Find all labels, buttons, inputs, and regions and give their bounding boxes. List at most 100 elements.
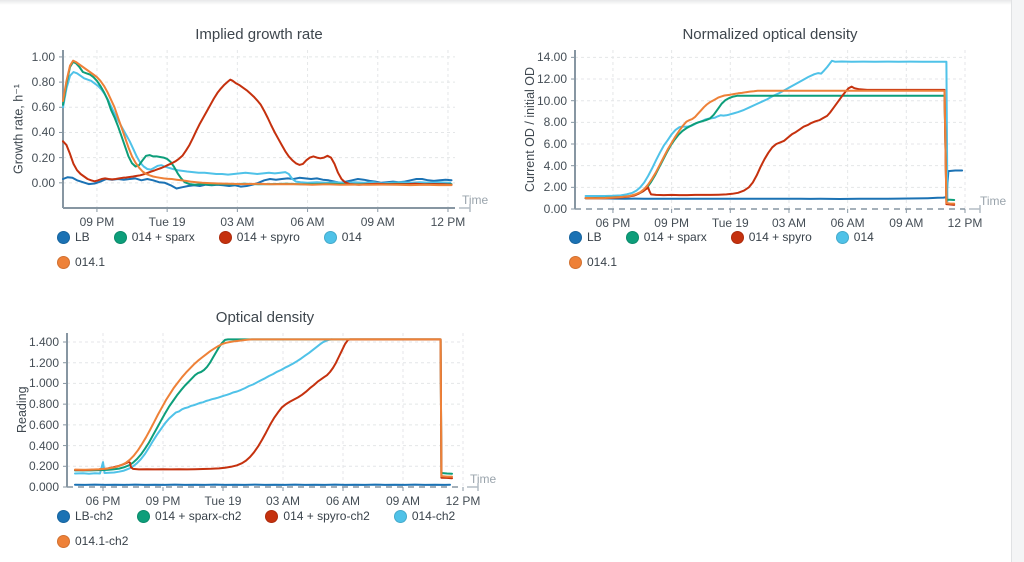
legend-label: 014 + spyro (748, 230, 812, 244)
series-swatch (137, 509, 151, 523)
x-tick-label: 09 PM (79, 215, 115, 229)
legend-row: 014.1-ch2 (57, 534, 479, 548)
x-tick-label: Tue 19 (148, 215, 186, 229)
legend-item-014-1[interactable]: 014.1 (57, 255, 105, 269)
x-tick-label: 06 PM (595, 216, 631, 230)
x-tick-label: 09 AM (360, 215, 395, 229)
series-line-LB (584, 169, 964, 200)
y-axis-title-reading: Reading (15, 386, 29, 434)
legend-row: 014.1 (569, 255, 898, 269)
y-tick-label: 0.20 (31, 150, 55, 165)
legend-label: LB (587, 230, 602, 244)
y-tick-label: 0.80 (31, 75, 55, 90)
legend-label: LB (75, 230, 90, 244)
x-axis-title-time-1: Time (462, 193, 489, 207)
y-tick-label: 0.40 (31, 125, 55, 140)
legend-item-014-sparx[interactable]: 014 + sparx (113, 230, 195, 244)
x-tick-label: 12 PM (947, 216, 983, 230)
x-axis-title-time-3: Time (470, 472, 497, 486)
x-axis-title-time-2: Time (980, 194, 1007, 208)
legend-item-014[interactable]: 014 (835, 230, 874, 244)
legend-row: 014.1 (57, 255, 386, 269)
series-swatch (57, 230, 70, 244)
y-tick-label: 10.00 (536, 93, 567, 108)
legend-item-014-sparx-ch2[interactable]: 014 + sparx-ch2 (137, 509, 241, 523)
series-swatch (569, 255, 582, 269)
series-line-014-1 (584, 89, 956, 205)
chart-title-normalized-od: Normalized optical density (682, 26, 858, 43)
y-tick-label: 0.600 (28, 417, 59, 432)
legend-label: 014.1 (75, 255, 106, 269)
x-tick-label: Tue 19 (204, 494, 242, 508)
x-tick-label: 03 AM (771, 216, 806, 230)
x-tick-label: 06 AM (325, 494, 361, 508)
y-tick-label: 0.00 (31, 175, 55, 190)
series-line-014-spyro-ch2 (74, 338, 453, 480)
legend-label: 014 + spyro (236, 230, 300, 244)
y-tick-label: 8.00 (543, 115, 567, 130)
legend-label: 014.1 (587, 255, 618, 269)
chart-title-optical-density: Optical density (215, 309, 315, 326)
y-tick-label: 0.800 (28, 397, 59, 412)
legend-label: 014 + sparx (643, 230, 707, 244)
legend-label: 014 + sparx (131, 230, 195, 244)
series-swatch (113, 230, 127, 244)
chart-optical-density (63, 333, 479, 491)
legend-item-lb[interactable]: LB (57, 230, 90, 244)
series-line-014-ch2 (74, 338, 333, 475)
legend-item-014-sparx[interactable]: 014 + sparx (625, 230, 707, 244)
y-tick-label: 1.00 (31, 49, 55, 64)
series-swatch (569, 230, 582, 244)
x-tick-label: 06 PM (85, 494, 121, 508)
legend-item-014-spyro-ch2[interactable]: 014 + spyro-ch2 (265, 509, 370, 523)
legend-label: 014 + sparx-ch2 (155, 509, 242, 523)
y-tick-label: 14.00 (536, 50, 567, 65)
y-tick-label: 4.00 (543, 158, 567, 173)
legend-item-014-spyro[interactable]: 014 + spyro (730, 230, 812, 244)
legend-row: LB 014 + sparx 014 + spyro 014 (57, 230, 386, 244)
scrollbar-track[interactable] (1011, 0, 1024, 562)
legend-label: 014.1-ch2 (75, 534, 129, 548)
y-tick-label: 0.200 (28, 459, 59, 474)
y-tick-label: 0.400 (28, 438, 59, 453)
legend-normalized-od: LB 014 + sparx 014 + spyro 014 014.1 (569, 230, 898, 280)
y-tick-label: 1.000 (28, 376, 59, 391)
x-tick-label: 06 AM (830, 216, 865, 230)
series-line-014-1 (62, 59, 453, 187)
x-tick-label: 09 PM (145, 494, 181, 508)
y-tick-label: 0.00 (543, 202, 567, 216)
x-tick-label: Tue 19 (711, 216, 749, 230)
x-tick-label: 06 AM (290, 215, 325, 229)
x-tick-label: 09 AM (889, 216, 924, 230)
y-tick-label: 0.60 (31, 100, 55, 115)
chart-title-implied-growth-rate: Implied growth rate (195, 26, 323, 43)
legend-item-014-1[interactable]: 014.1 (569, 255, 617, 269)
legend-implied-growth-rate: LB 014 + sparx 014 + spyro 014 014.1 (57, 230, 386, 280)
series-line-014-sparx-ch2 (74, 338, 453, 475)
legend-row: LB 014 + sparx 014 + spyro 014 (569, 230, 898, 244)
legend-item-014-1-ch2[interactable]: 014.1-ch2 (57, 534, 128, 548)
series-swatch (323, 230, 337, 244)
legend-item-014[interactable]: 014 (323, 230, 362, 244)
legend-item-lb[interactable]: LB (569, 230, 602, 244)
legend-item-014-ch2[interactable]: 014-ch2 (393, 509, 455, 523)
series-line-014-1-ch2 (74, 338, 453, 478)
series-line-014-spyro (62, 78, 453, 186)
legend-item-lb-ch2[interactable]: LB-ch2 (57, 509, 113, 523)
x-tick-label: 12 PM (445, 494, 481, 508)
series-line-014-sparx (584, 94, 956, 201)
series-swatch (218, 230, 232, 244)
x-tick-label: 09 PM (654, 216, 689, 230)
top-edge-shadow (0, 0, 1024, 5)
series-swatch (57, 534, 70, 548)
series-swatch (835, 230, 849, 244)
x-tick-label: 03 AM (265, 494, 301, 508)
series-line-014 (584, 59, 949, 203)
chart-implied-growth-rate (59, 50, 471, 212)
y-tick-label: 1.400 (28, 335, 59, 349)
series-swatch (730, 230, 744, 244)
legend-item-014-spyro[interactable]: 014 + spyro (218, 230, 300, 244)
y-axis-title-normalized-od: Current OD / initial OD (523, 66, 537, 193)
